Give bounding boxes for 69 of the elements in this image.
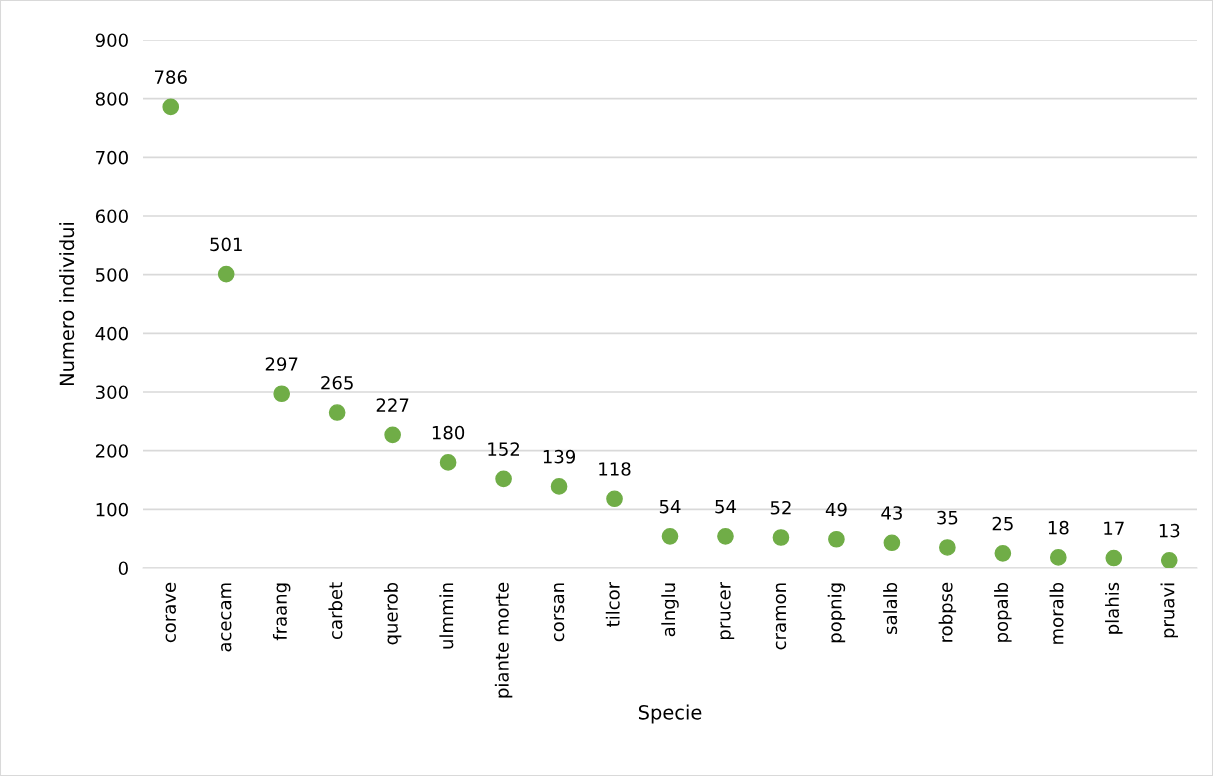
- x-tick-label: popnig: [827, 583, 846, 643]
- x-tick-label: robpse: [938, 582, 957, 642]
- point: [828, 530, 845, 548]
- y-tick-label: 300: [96, 385, 128, 400]
- data-label: 17: [1104, 521, 1124, 535]
- data-label: 25: [992, 516, 1013, 531]
- data-label: 265: [321, 375, 353, 390]
- data-label: 13: [1159, 523, 1180, 538]
- y-tick-label: 900: [95, 33, 128, 48]
- y-tick-label: 400: [95, 326, 128, 341]
- x-tick-label: cramon: [775, 583, 787, 650]
- point: [994, 544, 1012, 562]
- y-tick-label: 0: [118, 561, 128, 576]
- y-tick-label: 100: [96, 502, 128, 517]
- data-label: 227: [376, 398, 409, 412]
- x-tick-label: prucer: [720, 581, 735, 640]
- data-label: 118: [599, 462, 631, 476]
- data-label: 18: [1048, 520, 1069, 535]
- point: [384, 426, 401, 444]
- x-tick-label: piante morte: [494, 582, 513, 698]
- point: [1049, 549, 1067, 566]
- x-tick-label: querob: [383, 582, 402, 645]
- x-tick-label: acecam: [221, 583, 232, 652]
- point: [772, 529, 790, 546]
- point: [939, 539, 956, 556]
- point: [1160, 552, 1178, 568]
- point: [273, 385, 291, 403]
- point: [217, 265, 235, 283]
- x-tick-label: plahis: [1105, 582, 1123, 634]
- y-tick-label: 800: [95, 92, 128, 106]
- data-label: 152: [488, 442, 519, 456]
- point: [550, 478, 568, 495]
- data-label: 54: [715, 499, 736, 514]
- x-tick-label: tilcor: [605, 581, 620, 627]
- point: [606, 490, 623, 508]
- point: [328, 404, 346, 421]
- data-label: 786: [154, 70, 187, 84]
- data-label: 54: [659, 499, 681, 514]
- point: [162, 98, 180, 116]
- y-tick-label: 700: [96, 150, 128, 165]
- x-tick-label: popalb: [994, 582, 1012, 642]
- y-axis-title: Numero individui: [59, 222, 75, 386]
- x-tick-label: corave: [165, 582, 176, 643]
- x-tick-label: carbet: [328, 582, 343, 639]
- x-tick-label: fraang: [272, 583, 291, 641]
- point: [439, 454, 457, 471]
- data-label: 139: [543, 449, 576, 464]
- x-tick-label: corsan: [553, 583, 565, 642]
- data-label: 49: [825, 502, 847, 517]
- point: [495, 470, 512, 488]
- data-label: 52: [770, 500, 791, 515]
- point: [1105, 549, 1123, 567]
- data-label: 297: [265, 357, 298, 371]
- y-tick-label: 500: [96, 268, 128, 282]
- data-label: 35: [937, 510, 958, 525]
- data-label: 501: [210, 237, 242, 252]
- x-tick-label: moralb: [1049, 582, 1064, 644]
- x-tick-label: pruavi: [1160, 583, 1178, 638]
- y-tick-label: 200: [95, 444, 128, 458]
- y-tick-label: 600: [95, 209, 128, 224]
- point: [661, 527, 679, 545]
- x-tick-label: salalb: [883, 582, 898, 634]
- point: [883, 534, 901, 552]
- point: [717, 527, 734, 545]
- data-label: 180: [432, 425, 465, 440]
- data-label: 43: [881, 506, 902, 520]
- x-tick-label: ulmmin: [439, 583, 454, 649]
- x-axis-title: Specie: [638, 704, 702, 724]
- x-tick-label: alnglu: [661, 583, 679, 637]
